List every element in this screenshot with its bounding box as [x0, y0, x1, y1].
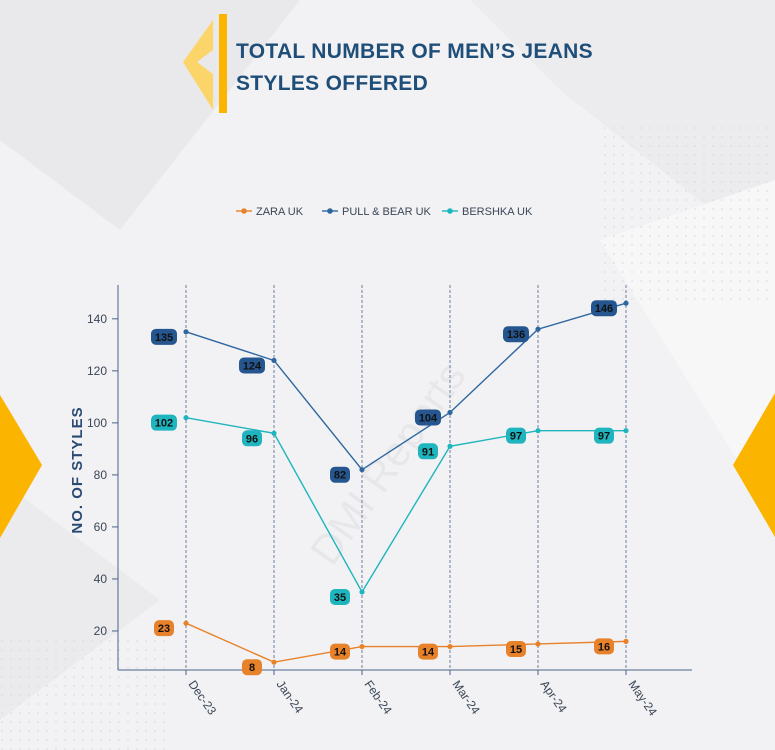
grid-lines: [185, 285, 627, 670]
x-tick-label: Dec-23: [186, 678, 220, 718]
data-label-badge: [506, 427, 526, 444]
data-label-badge: [594, 638, 614, 655]
legend-marker: [447, 208, 453, 214]
title-block: TOTAL NUMBER OF MEN’S JEANS STYLES OFFER…: [183, 14, 623, 114]
data-label: 102: [155, 418, 173, 430]
data-point: [183, 329, 189, 335]
legend-label: BERSHKA UK: [462, 206, 533, 218]
y-tick-label: 60: [94, 520, 108, 534]
data-label-badge: [506, 640, 526, 657]
data-point: [359, 467, 365, 473]
y-axis-label: NO. OF STYLES: [69, 406, 86, 533]
data-label: 96: [246, 433, 258, 445]
data-label-badge: [415, 409, 441, 426]
y-tick-label: 80: [94, 468, 108, 482]
data-label: 23: [158, 623, 170, 635]
x-tick-label: Feb-24: [362, 678, 395, 717]
x-tick-label: May-24: [626, 678, 661, 719]
data-labels: 23 8 14 14 15 16 135 124 82 104 136 146 102 96 35 91 97 9…: [151, 300, 617, 676]
data-label-badge: [330, 643, 350, 660]
data-label-badge: [154, 620, 174, 637]
data-label-badge: [594, 427, 614, 444]
data-label: 91: [422, 446, 434, 458]
data-point: [447, 443, 453, 449]
data-label-badge: [591, 300, 617, 317]
data-point: [359, 643, 365, 650]
y-tick-label: 120: [87, 364, 107, 378]
data-label: 14: [422, 647, 435, 659]
left-accent-triangle: [0, 395, 42, 538]
data-label: 124: [243, 360, 262, 372]
legend-label: PULL & BEAR UK: [342, 206, 432, 218]
data-point: [535, 326, 541, 332]
data-label-badge: [242, 430, 262, 447]
data-label-badge: [242, 659, 262, 676]
data-point: [623, 638, 629, 644]
watermark-text: DMI Reports: [301, 353, 475, 573]
data-point: [271, 430, 277, 436]
right-accent-triangle: [733, 393, 775, 537]
data-label: 135: [155, 332, 173, 344]
data-point: [271, 357, 277, 364]
data-label-badge: [330, 588, 350, 605]
data-label-badge: [151, 328, 177, 345]
series-lines: [183, 300, 629, 665]
data-label-badge: [151, 414, 177, 431]
data-label: 97: [598, 431, 610, 443]
series-line: [185, 416, 626, 594]
data-point: [447, 409, 453, 416]
data-label: 15: [510, 644, 522, 656]
series-line: [185, 622, 627, 663]
data-point: [623, 428, 629, 434]
series-line: [185, 302, 627, 471]
data-point: [447, 643, 453, 650]
x-tick-label: Jan-24: [274, 678, 307, 716]
legend-marker: [327, 208, 333, 214]
x-tick-label: Apr-24: [538, 678, 570, 716]
data-point: [271, 659, 277, 665]
data-point: [183, 415, 189, 421]
chevron-icon: [183, 14, 227, 113]
data-label: 16: [598, 641, 610, 653]
data-label: 146: [595, 303, 613, 315]
data-label: 97: [510, 431, 522, 443]
data-label: 8: [249, 662, 255, 674]
legend: ZARA UK PULL & BEAR UK BERSHKA UK: [236, 206, 533, 218]
data-label: 82: [334, 470, 346, 482]
data-label-badge: [503, 326, 529, 343]
data-label-badge: [418, 443, 438, 460]
data-label: 14: [334, 647, 347, 659]
y-tick-label: 40: [94, 572, 108, 586]
y-tick-label: 140: [87, 312, 107, 326]
data-point: [359, 589, 365, 595]
x-tick-label: Mar-24: [450, 678, 483, 717]
data-point: [623, 300, 629, 306]
data-label: 136: [507, 329, 525, 341]
chart-title: TOTAL NUMBER OF MEN’S JEANS STYLES OFFER…: [236, 40, 593, 95]
legend-marker: [241, 208, 247, 214]
data-label-badge: [418, 643, 438, 660]
data-point: [535, 641, 541, 647]
data-label-badge: [330, 466, 350, 483]
data-label-badge: [239, 357, 265, 374]
legend-label: ZARA UK: [256, 206, 304, 218]
data-point: [183, 620, 189, 626]
data-label: 35: [334, 592, 346, 604]
data-label: 104: [419, 412, 438, 424]
data-point: [535, 428, 541, 434]
y-tick-label: 100: [87, 416, 107, 430]
y-tick-label: 20: [94, 624, 108, 638]
